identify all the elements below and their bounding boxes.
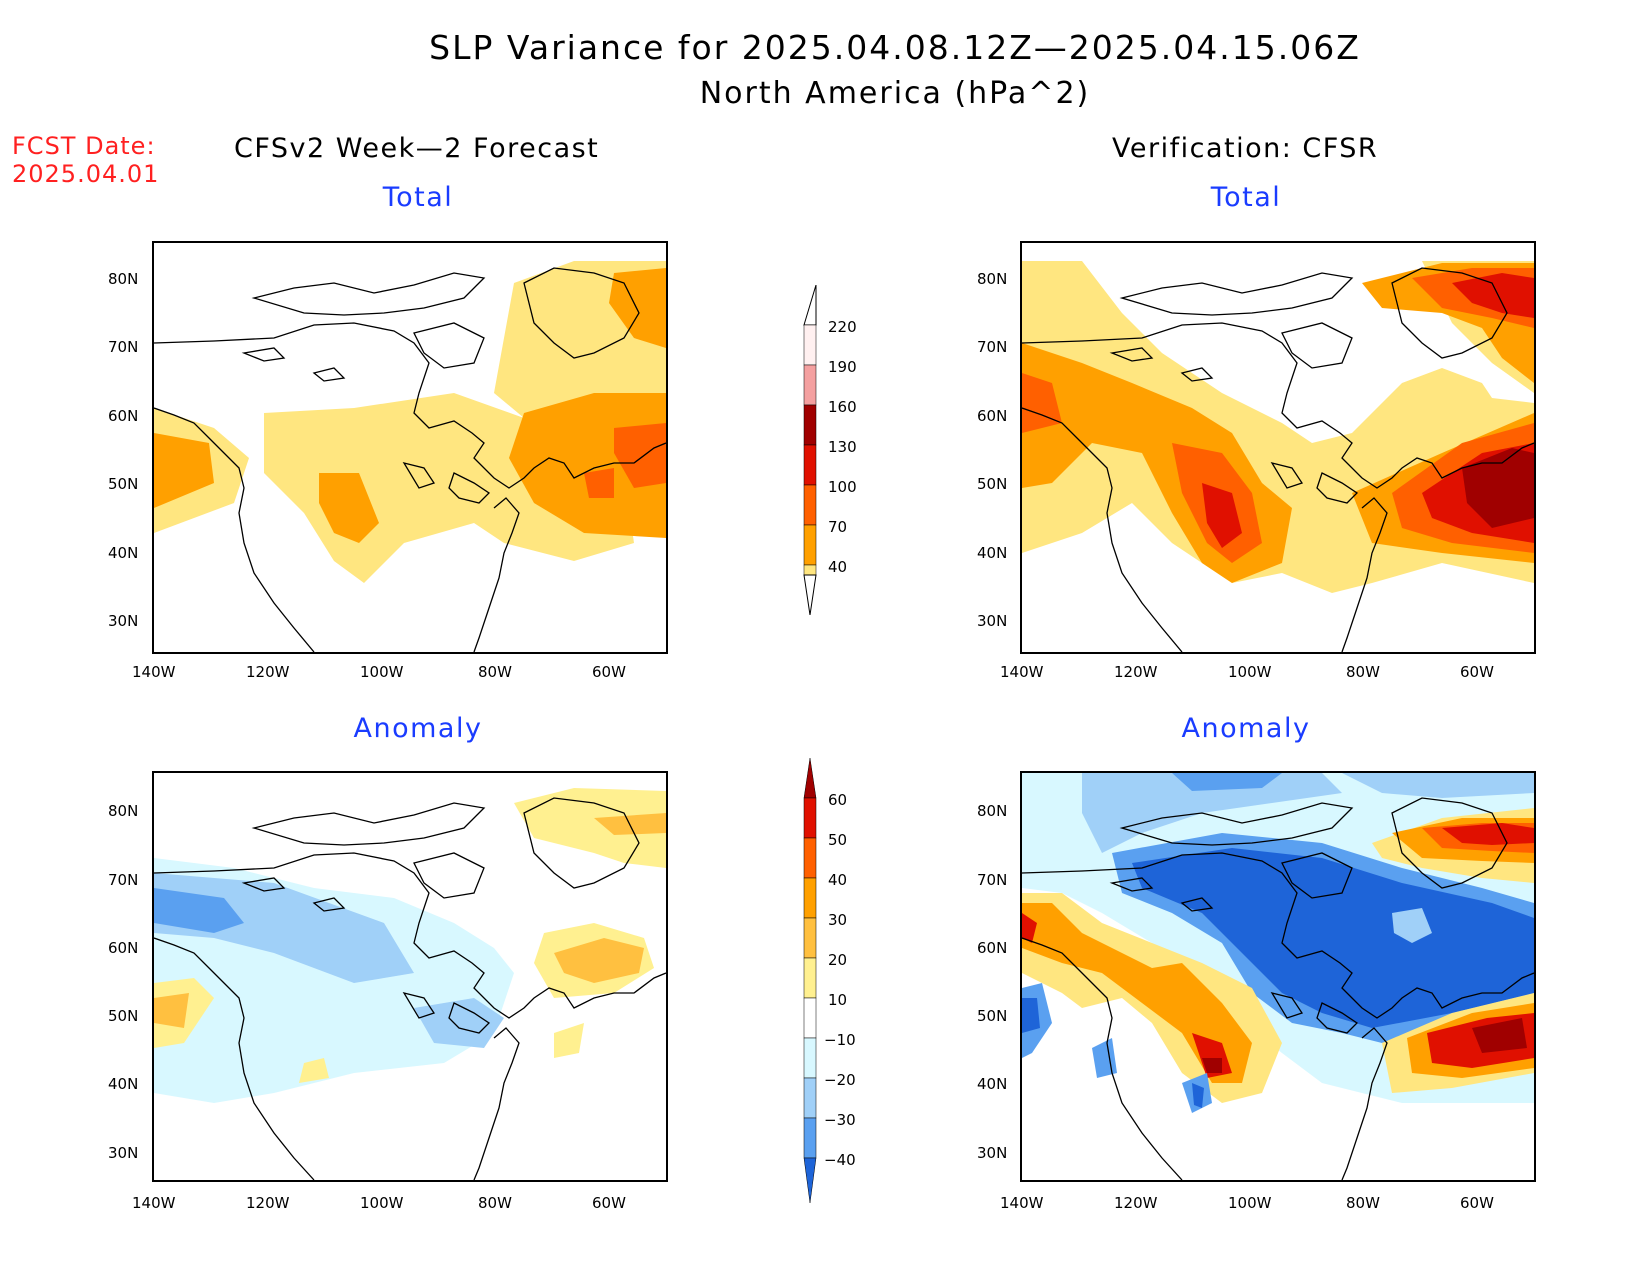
coastline-outline bbox=[1022, 267, 1534, 652]
panel-bl-subtitle: Anomaly bbox=[353, 713, 483, 744]
lon-tick: 140W bbox=[1000, 663, 1044, 681]
colorbar-total-swatches bbox=[803, 285, 817, 615]
map-verification-anomaly bbox=[1022, 773, 1534, 1180]
lon-tick: 80W bbox=[1346, 1194, 1380, 1212]
swatch-70 bbox=[803, 524, 817, 566]
lat-tick: 40N bbox=[977, 1075, 1008, 1093]
lat-tick: 50N bbox=[977, 1007, 1008, 1025]
colorbar-total-label: 70 bbox=[828, 518, 848, 536]
map-panel-verification-total bbox=[1020, 241, 1536, 654]
colorbar-total: 220 190 160 130 100 70 40 bbox=[800, 285, 880, 615]
map-panel-forecast-anomaly bbox=[152, 771, 668, 1182]
fcst-date-value: 2025.04.01 bbox=[12, 160, 160, 188]
lon-tick: 80W bbox=[478, 663, 512, 681]
swatch-160 bbox=[803, 404, 817, 446]
lon-tick: 140W bbox=[132, 663, 176, 681]
lon-tick: 120W bbox=[246, 1194, 290, 1212]
lat-tick: 70N bbox=[977, 338, 1008, 356]
main-subtitle: North America (hPa^2) bbox=[699, 76, 1091, 111]
fcst-date-label: FCST Date: bbox=[12, 132, 156, 160]
map-forecast-anomaly bbox=[154, 788, 666, 1180]
lon-tick: 80W bbox=[478, 1194, 512, 1212]
lat-tick: 60N bbox=[108, 407, 139, 425]
map-panel-forecast-total bbox=[152, 241, 668, 654]
lat-tick: 50N bbox=[977, 475, 1008, 493]
lon-tick: 100W bbox=[1228, 663, 1272, 681]
lon-tick: 120W bbox=[1114, 663, 1158, 681]
panel-tr-subtitle: Total bbox=[1210, 182, 1282, 213]
panel-tl-subtitle: Total bbox=[382, 182, 454, 213]
lat-tick: 40N bbox=[977, 544, 1008, 562]
swatch-40 bbox=[803, 564, 817, 576]
lon-tick: 140W bbox=[1000, 1194, 1044, 1212]
lat-tick: 50N bbox=[108, 1007, 139, 1025]
lat-tick: 70N bbox=[977, 871, 1008, 889]
coastline-outline bbox=[1022, 797, 1534, 1180]
lon-tick: 60W bbox=[1460, 663, 1494, 681]
colorbar-anomaly-label: −10 bbox=[824, 1031, 856, 1049]
colorbar-anomaly-label: 60 bbox=[828, 791, 848, 809]
colorbar-anomaly-label: −40 bbox=[824, 1151, 856, 1169]
lon-tick: 100W bbox=[1228, 1194, 1272, 1212]
colorbar-total-label: 160 bbox=[828, 398, 857, 416]
colorbar-anomaly-swatches bbox=[803, 758, 817, 1203]
colorbar-anomaly-label: −30 bbox=[824, 1111, 856, 1129]
right-column-title: Verification: CFSR bbox=[1112, 133, 1379, 164]
map-verification-total bbox=[1022, 261, 1534, 652]
lon-tick: 60W bbox=[1460, 1194, 1494, 1212]
lat-tick: 70N bbox=[108, 338, 139, 356]
panel-br-subtitle: Anomaly bbox=[1181, 713, 1311, 744]
colorbar-anomaly-label: 50 bbox=[828, 831, 848, 849]
lon-tick: 80W bbox=[1346, 663, 1380, 681]
lat-tick: 30N bbox=[977, 1144, 1008, 1162]
lon-tick: 120W bbox=[1114, 1194, 1158, 1212]
lon-tick: 60W bbox=[592, 1194, 626, 1212]
colorbar-anomaly: 60 50 40 30 20 10 −10 −20 −30 −40 bbox=[800, 758, 880, 1203]
lat-tick: 30N bbox=[977, 612, 1008, 630]
lat-tick: 80N bbox=[108, 270, 139, 288]
colorbar-total-label: 220 bbox=[828, 318, 857, 336]
colorbar-anomaly-label: −20 bbox=[824, 1071, 856, 1089]
swatch-100 bbox=[803, 484, 817, 526]
lon-tick: 100W bbox=[360, 1194, 404, 1212]
coastline-outline bbox=[154, 797, 666, 1180]
lat-tick: 80N bbox=[977, 802, 1008, 820]
lat-tick: 50N bbox=[108, 475, 139, 493]
lon-tick: 60W bbox=[592, 663, 626, 681]
swatch-220 bbox=[803, 324, 817, 366]
colorbar-total-label: 100 bbox=[828, 478, 857, 496]
coastline-outline bbox=[154, 267, 666, 652]
colorbar-anomaly-label: 20 bbox=[828, 951, 848, 969]
swatch-130 bbox=[803, 444, 817, 486]
lat-tick: 60N bbox=[108, 939, 139, 957]
lat-tick: 60N bbox=[977, 939, 1008, 957]
lat-tick: 40N bbox=[108, 1075, 139, 1093]
colorbar-total-label: 130 bbox=[828, 438, 857, 456]
left-column-title: CFSv2 Week—2 Forecast bbox=[234, 133, 600, 164]
lat-tick: 60N bbox=[977, 407, 1008, 425]
colorbar-total-label: 190 bbox=[828, 358, 857, 376]
colorbar-anomaly-label: 10 bbox=[828, 991, 848, 1009]
map-forecast-total bbox=[154, 261, 666, 652]
lat-tick: 80N bbox=[108, 802, 139, 820]
lat-tick: 40N bbox=[108, 544, 139, 562]
main-title: SLP Variance for 2025.04.08.12Z—2025.04.… bbox=[429, 28, 1361, 67]
lat-tick: 30N bbox=[108, 612, 139, 630]
lat-tick: 80N bbox=[977, 270, 1008, 288]
swatch-190 bbox=[803, 364, 817, 406]
lon-tick: 120W bbox=[246, 663, 290, 681]
colorbar-anomaly-label: 30 bbox=[828, 911, 848, 929]
map-panel-verification-anomaly bbox=[1020, 771, 1536, 1182]
lon-tick: 140W bbox=[132, 1194, 176, 1212]
colorbar-total-label: 40 bbox=[828, 558, 848, 576]
colorbar-anomaly-label: 40 bbox=[828, 871, 848, 889]
lat-tick: 70N bbox=[108, 871, 139, 889]
lat-tick: 30N bbox=[108, 1144, 139, 1162]
lon-tick: 100W bbox=[360, 663, 404, 681]
